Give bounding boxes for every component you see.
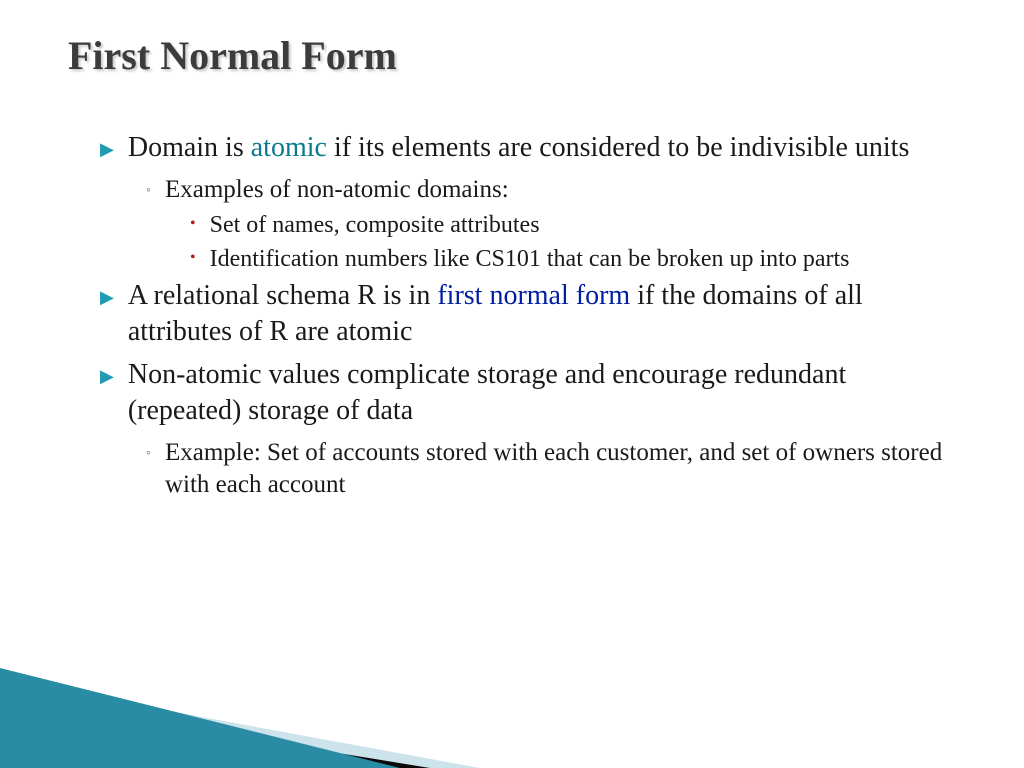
bullet-level1: ▶ Domain is atomic if its elements are co… xyxy=(100,130,950,166)
bullet-level2: ◦ Example: Set of accounts stored with ea… xyxy=(146,437,950,502)
bullet-text: Identification numbers like CS101 that c… xyxy=(210,244,850,276)
bullet-glyph: ▶ xyxy=(100,138,114,161)
bullet-glyph: • xyxy=(190,250,196,266)
bullet-text: Domain is atomic if its elements are con… xyxy=(128,130,910,166)
bullet-glyph: ◦ xyxy=(146,445,151,463)
bullet-level2: ◦ Examples of non-atomic domains: xyxy=(146,174,950,207)
bullet-level3: • Set of names, composite attributes xyxy=(190,210,950,242)
bullet-level1: ▶ A relational schema R is in first norma… xyxy=(100,278,950,350)
bullet-text: Non-atomic values complicate storage and… xyxy=(128,357,950,429)
bullet-glyph: • xyxy=(190,216,196,232)
bullet-text: Examples of non-atomic domains: xyxy=(165,174,509,207)
bullet-text: Set of names, composite attributes xyxy=(210,210,540,242)
bullet-glyph: ▶ xyxy=(100,365,114,388)
bullet-level3: • Identification numbers like CS101 that … xyxy=(190,244,950,276)
bullet-text: Example: Set of accounts stored with eac… xyxy=(165,437,950,502)
bullet-glyph: ◦ xyxy=(146,182,151,200)
slide-body: ▶ Domain is atomic if its elements are co… xyxy=(100,130,950,506)
bullet-text: A relational schema R is in first normal… xyxy=(128,278,950,350)
bullet-glyph: ▶ xyxy=(100,286,114,309)
bullet-level1: ▶ Non-atomic values complicate storage an… xyxy=(100,357,950,429)
slide-title: First Normal Form xyxy=(68,32,397,79)
slide-decor xyxy=(0,568,1024,768)
